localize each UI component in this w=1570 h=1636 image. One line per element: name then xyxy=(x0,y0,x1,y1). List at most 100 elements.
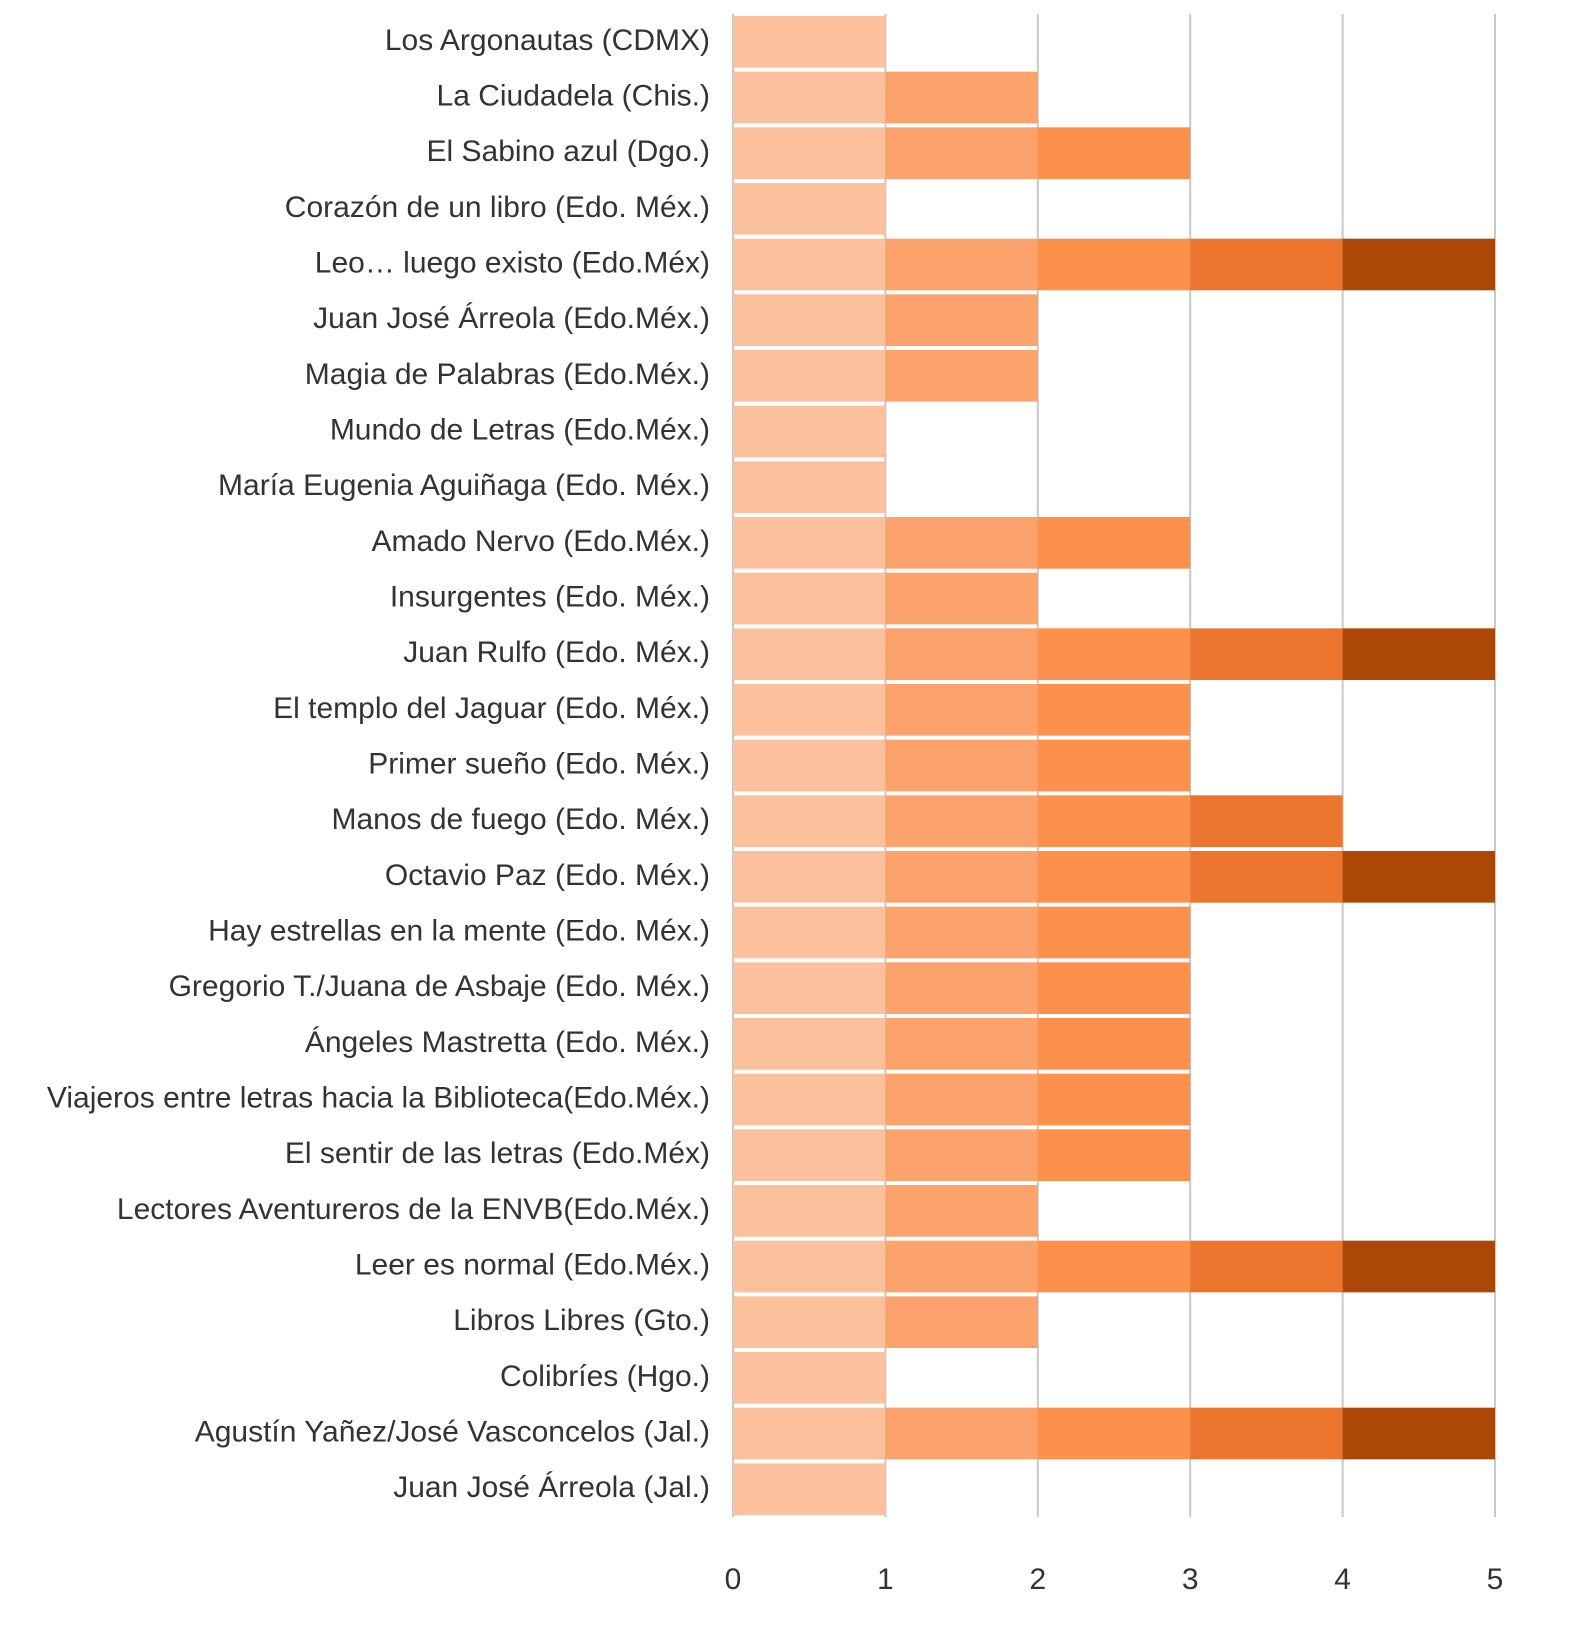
bar-segment xyxy=(885,1240,1038,1293)
bar-segment xyxy=(1190,795,1343,847)
y-tick-label: Viajeros entre letras hacia la Bibliotec… xyxy=(47,1081,710,1114)
bar-segment xyxy=(1037,1240,1191,1293)
bar-segment xyxy=(885,1185,1038,1237)
y-tick-label: Leer es normal (Edo.Méx.) xyxy=(355,1248,710,1281)
y-tick-label: Amado Nervo (Edo.Méx.) xyxy=(372,525,710,558)
y-tick-label: El templo del Jaguar (Edo. Méx.) xyxy=(273,692,710,725)
bar-segment xyxy=(885,350,1038,402)
y-tick-label: El sentir de las letras (Edo.Méx) xyxy=(285,1137,710,1170)
bar-segment xyxy=(885,684,1038,736)
bar-segment xyxy=(733,16,886,68)
y-tick-label: Agustín Yañez/José Vasconcelos (Jal.) xyxy=(195,1415,710,1448)
bar-segment xyxy=(733,1185,886,1237)
y-tick-label: Ángeles Mastretta (Edo. Méx.) xyxy=(305,1026,710,1059)
bar-segment xyxy=(1037,238,1191,291)
bar-segment xyxy=(1037,906,1191,959)
x-tick-label: 2 xyxy=(1029,1563,1046,1596)
bar-segment xyxy=(1342,238,1495,291)
bar-segment xyxy=(885,517,1038,569)
y-tick-label: Lectores Aventureros de la ENVB(Edo.Méx.… xyxy=(117,1193,710,1226)
bar-segment xyxy=(885,628,1038,680)
y-tick-label: Los Argonautas (CDMX) xyxy=(385,24,710,57)
y-tick-label: La Ciudadela (Chis.) xyxy=(437,79,710,112)
bar-segment xyxy=(733,628,886,680)
x-tick-label: 3 xyxy=(1182,1563,1199,1596)
y-tick-label: Colibríes (Hgo.) xyxy=(500,1360,710,1393)
y-tick-label: Octavio Paz (Edo. Méx.) xyxy=(385,859,710,892)
bar-segment xyxy=(1037,739,1191,792)
bar-segment xyxy=(885,1018,1038,1070)
y-tick-label: Juan José Árreola (Jal.) xyxy=(393,1471,710,1504)
bar-segment xyxy=(1342,628,1495,680)
y-tick-label: Manos de fuego (Edo. Méx.) xyxy=(331,803,710,836)
bar-segment xyxy=(1190,1407,1343,1460)
y-tick-label: María Eugenia Aguiñaga (Edo. Méx.) xyxy=(218,469,710,502)
y-tick-label: Magia de Palabras (Edo.Méx.) xyxy=(305,358,710,391)
bar-segment xyxy=(885,127,1038,179)
bar-segment xyxy=(733,1073,886,1126)
bar-segment xyxy=(733,1407,886,1460)
bar-segment xyxy=(733,684,886,736)
y-tick-label: Juan José Árreola (Edo.Méx.) xyxy=(313,302,710,335)
bar-segment xyxy=(885,739,1038,792)
bar-segment xyxy=(885,962,1038,1014)
y-tick-label: Gregorio T./Juana de Asbaje (Edo. Méx.) xyxy=(169,970,710,1003)
bar-segment xyxy=(1190,628,1343,680)
bar-segment xyxy=(733,183,886,235)
bar-segment xyxy=(885,294,1038,346)
x-tick-label: 4 xyxy=(1334,1563,1351,1596)
y-tick-label: El Sabino azul (Dgo.) xyxy=(427,135,710,168)
y-tick-label: Corazón de un libro (Edo. Méx.) xyxy=(285,191,710,224)
bar-segment xyxy=(885,238,1038,291)
bar-segment xyxy=(733,517,886,569)
bar-segment xyxy=(1037,1129,1191,1181)
bar-segment xyxy=(1190,1240,1343,1293)
bar-segment xyxy=(1037,795,1191,847)
bar-segment xyxy=(1037,127,1191,179)
bar-segment xyxy=(1037,628,1191,680)
y-tick-label: Primer sueño (Edo. Méx.) xyxy=(368,747,710,780)
bar-segment xyxy=(733,1129,886,1181)
bar-segment xyxy=(733,71,886,124)
bar-segment xyxy=(733,1352,886,1404)
bar-segment xyxy=(733,1463,886,1515)
y-tick-label: Insurgentes (Edo. Méx.) xyxy=(390,580,710,613)
y-tick-label: Juan Rulfo (Edo. Méx.) xyxy=(403,636,710,669)
bar-segment xyxy=(733,962,886,1014)
bar-segment xyxy=(733,1018,886,1070)
bar-segment xyxy=(733,350,886,402)
bar-segment xyxy=(733,405,886,458)
bar-segment xyxy=(1037,851,1191,903)
bar-segment xyxy=(733,127,886,179)
bar-segment xyxy=(1190,851,1343,903)
x-tick-label: 0 xyxy=(725,1563,742,1596)
bar-segment xyxy=(1342,1240,1495,1293)
bar-segment xyxy=(1190,238,1343,291)
bar-segment xyxy=(733,238,886,291)
bar-segment xyxy=(1037,684,1191,736)
y-tick-label: Libros Libres (Gto.) xyxy=(453,1304,710,1337)
bar-segment xyxy=(733,461,886,513)
bar-segment xyxy=(733,294,886,346)
y-tick-label: Hay estrellas en la mente (Edo. Méx.) xyxy=(208,914,710,947)
bar-segment xyxy=(1037,1018,1191,1070)
bar-segment xyxy=(885,1129,1038,1181)
bar-segment xyxy=(1037,517,1191,569)
bar-segment xyxy=(885,851,1038,903)
bar-segment xyxy=(733,851,886,903)
y-tick-label: Leo… luego existo (Edo.Méx) xyxy=(315,246,710,279)
bar-segment xyxy=(885,572,1038,625)
x-tick-label: 5 xyxy=(1487,1563,1504,1596)
bar-segment xyxy=(1342,851,1495,903)
bar-segment xyxy=(885,71,1038,124)
bar-segment xyxy=(1037,1073,1191,1126)
bar-segment xyxy=(733,906,886,959)
bar-segment xyxy=(885,1296,1038,1348)
bar-segment xyxy=(1342,1407,1495,1460)
bar-segment xyxy=(733,1240,886,1293)
bar-segment xyxy=(885,906,1038,959)
bar-segment xyxy=(885,795,1038,847)
bar-segment xyxy=(885,1407,1038,1460)
bar-segment xyxy=(1037,1407,1191,1460)
